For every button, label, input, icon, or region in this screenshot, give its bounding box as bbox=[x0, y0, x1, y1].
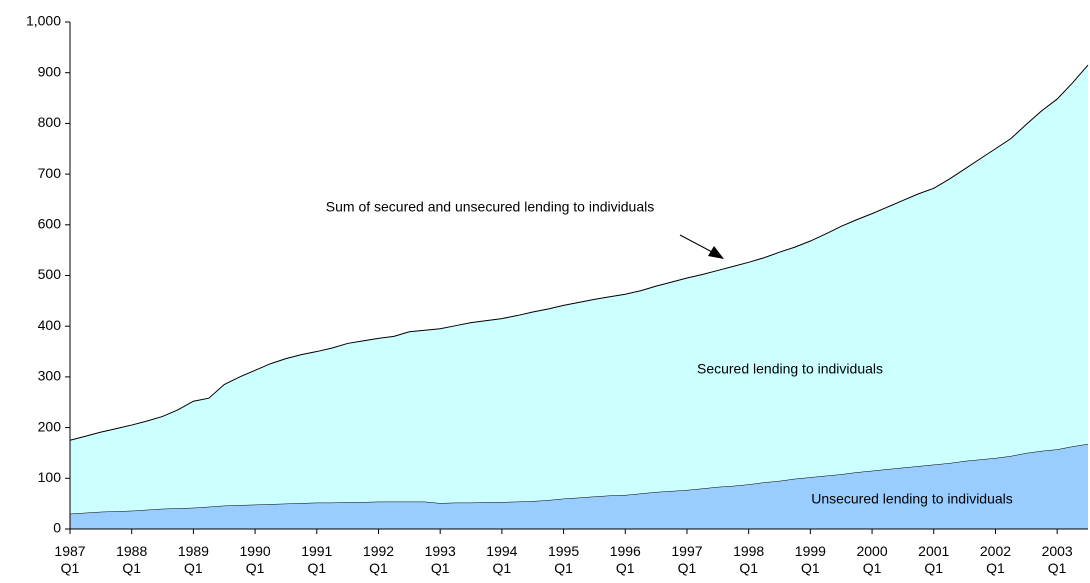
x-tick-label-line: Q1 bbox=[246, 560, 265, 576]
x-tick-label-line: 2001 bbox=[918, 543, 949, 559]
series-label: Unsecured lending to individuals bbox=[811, 491, 1013, 507]
x-tick-label: 2003 Q1 bbox=[1042, 543, 1073, 576]
x-tick-label-line: 1997 bbox=[671, 543, 702, 559]
x-tick-label: 2002 Q1 bbox=[980, 543, 1011, 576]
x-tick-label: 1987 Q1 bbox=[54, 543, 85, 576]
x-tick-label-line: 1994 bbox=[486, 543, 517, 559]
x-tick-label-line: 2000 bbox=[856, 543, 887, 559]
x-tick-label-line: 1989 bbox=[178, 543, 209, 559]
x-tick-label-line: 1999 bbox=[795, 543, 826, 559]
x-tick-label-line: 1987 bbox=[54, 543, 85, 559]
x-tick-label: 1998 Q1 bbox=[733, 543, 764, 576]
x-tick-label-line: Q1 bbox=[616, 560, 635, 576]
x-tick-label: 1993 Q1 bbox=[425, 543, 456, 576]
x-tick-label-line: 1995 bbox=[548, 543, 579, 559]
x-tick-label-line: Q1 bbox=[801, 560, 820, 576]
x-tick-label-line: 1988 bbox=[116, 543, 147, 559]
x-tick-label: 1994 Q1 bbox=[486, 543, 517, 576]
x-tick-label-line: Q1 bbox=[369, 560, 388, 576]
y-tick-label: 400 bbox=[38, 317, 62, 333]
x-tick-label: 1996 Q1 bbox=[610, 543, 641, 576]
y-tick-label: 200 bbox=[38, 418, 62, 434]
y-tick-label: 600 bbox=[38, 216, 62, 232]
x-tick-label-line: Q1 bbox=[554, 560, 573, 576]
x-tick-label: 1999 Q1 bbox=[795, 543, 826, 576]
y-tick-label: 900 bbox=[38, 63, 62, 79]
series-label: Secured lending to individuals bbox=[697, 361, 883, 377]
x-tick-label-line: Q1 bbox=[431, 560, 450, 576]
y-tick-label: 800 bbox=[38, 114, 62, 130]
x-tick-label-line: 1990 bbox=[240, 543, 271, 559]
x-tick-label-line: 2003 bbox=[1042, 543, 1073, 559]
x-tick-label-line: Q1 bbox=[184, 560, 203, 576]
x-tick-label-line: Q1 bbox=[863, 560, 882, 576]
x-tick-label: 2000 Q1 bbox=[856, 543, 887, 576]
x-tick-label: 1997 Q1 bbox=[671, 543, 702, 576]
x-tick-label: 1992 Q1 bbox=[363, 543, 394, 576]
y-tick-label: 0 bbox=[53, 520, 61, 536]
x-tick-label-line: Q1 bbox=[307, 560, 326, 576]
area bbox=[70, 443, 1088, 529]
x-tick-label: 1995 Q1 bbox=[548, 543, 579, 576]
x-tick-label: 1988 Q1 bbox=[116, 543, 147, 576]
x-tick-label-line: Q1 bbox=[493, 560, 512, 576]
x-tick-label: 1991 Q1 bbox=[301, 543, 332, 576]
annotation-arrow bbox=[679, 234, 715, 254]
x-tick-label-line: 1992 bbox=[363, 543, 394, 559]
x-tick-label-line: Q1 bbox=[61, 560, 80, 576]
annotation: Sum of secured and unsecured lending to … bbox=[326, 199, 654, 215]
x-tick-label-line: Q1 bbox=[678, 560, 697, 576]
area bbox=[70, 65, 1088, 514]
x-tick-label-line: 1998 bbox=[733, 543, 764, 559]
x-tick-label-line: Q1 bbox=[986, 560, 1005, 576]
x-tick-label-line: Q1 bbox=[1048, 560, 1067, 576]
x-tick-label-line: 2002 bbox=[980, 543, 1011, 559]
annotation-arrowhead bbox=[708, 246, 724, 259]
x-tick-label-line: Q1 bbox=[924, 560, 943, 576]
y-tick-label: 700 bbox=[38, 165, 62, 181]
x-tick-label-line: Q1 bbox=[122, 560, 141, 576]
x-tick-label: 1989 Q1 bbox=[178, 543, 209, 576]
x-tick-label: 2001 Q1 bbox=[918, 543, 949, 576]
y-tick-label: 1,000 bbox=[26, 13, 61, 29]
y-tick-label: 500 bbox=[38, 266, 62, 282]
y-tick-label: 300 bbox=[38, 368, 62, 384]
x-tick-label-line: 1996 bbox=[610, 543, 641, 559]
x-tick-label-line: Q1 bbox=[739, 560, 758, 576]
area-edge bbox=[69, 64, 1089, 441]
x-tick-label: 1990 Q1 bbox=[240, 543, 271, 576]
x-tick-label-line: 1991 bbox=[301, 543, 332, 559]
y-tick-label: 100 bbox=[38, 469, 62, 485]
x-tick-label-line: 1993 bbox=[425, 543, 456, 559]
